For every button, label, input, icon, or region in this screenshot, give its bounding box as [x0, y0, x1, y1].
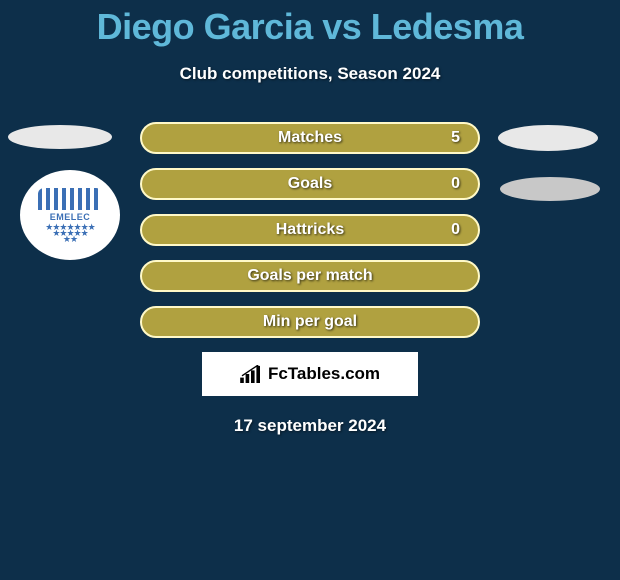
chart-icon — [240, 365, 262, 383]
stat-label: Goals — [288, 175, 332, 193]
stat-row: Matches 5 — [0, 122, 620, 154]
branding-text: FcTables.com — [268, 364, 380, 384]
subtitle: Club competitions, Season 2024 — [0, 64, 620, 84]
stat-row: Goals 0 — [0, 168, 620, 200]
stat-value: 5 — [451, 129, 460, 147]
stats-container: Matches 5 Goals 0 Hattricks 0 Goals per … — [0, 122, 620, 338]
stat-row: Goals per match — [0, 260, 620, 292]
stat-label: Goals per match — [247, 267, 372, 285]
stat-label: Min per goal — [263, 313, 357, 331]
branding-badge: FcTables.com — [202, 352, 418, 396]
stat-bar-goals: Goals 0 — [140, 168, 480, 200]
stat-bar-hattricks: Hattricks 0 — [140, 214, 480, 246]
stat-row: Min per goal — [0, 306, 620, 338]
stat-label: Matches — [278, 129, 342, 147]
stat-value: 0 — [451, 175, 460, 193]
stat-label: Hattricks — [276, 221, 344, 239]
stat-bar-goals-per-match: Goals per match — [140, 260, 480, 292]
stat-bar-matches: Matches 5 — [140, 122, 480, 154]
date-text: 17 september 2024 — [0, 416, 620, 436]
stat-row: Hattricks 0 — [0, 214, 620, 246]
stat-bar-min-per-goal: Min per goal — [140, 306, 480, 338]
page-title: Diego Garcia vs Ledesma — [0, 0, 620, 48]
stat-value: 0 — [451, 221, 460, 239]
